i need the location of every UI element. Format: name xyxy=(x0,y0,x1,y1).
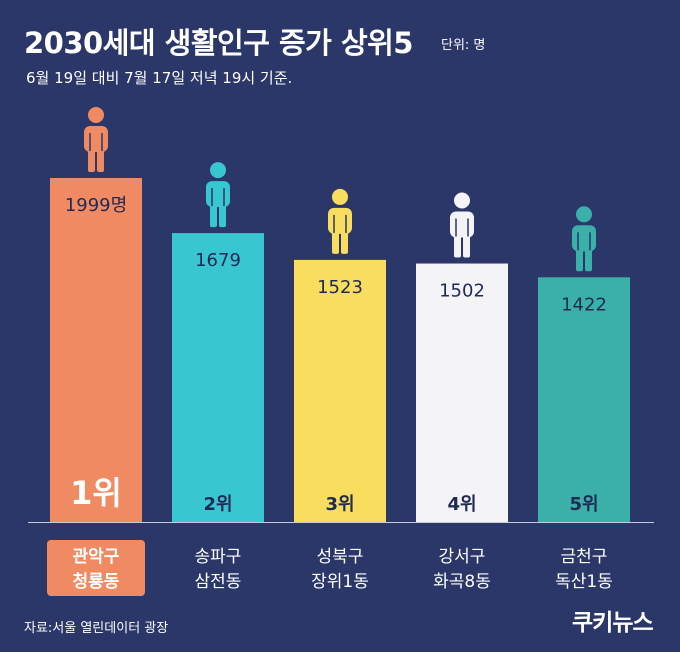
person-icon xyxy=(206,162,230,228)
category-label-4-1: 강서구 xyxy=(439,547,486,567)
person-icon xyxy=(328,188,352,254)
value-label-5: 1422 xyxy=(561,294,607,315)
category-label-5-2: 독산1동 xyxy=(555,572,613,592)
value-label-4: 1502 xyxy=(439,281,485,302)
chart-title: 2030세대 생활인구 증가 상위5 xyxy=(24,26,413,60)
category-label-2-1: 송파구 xyxy=(195,547,242,567)
unit-label: 단위: 명 xyxy=(441,38,486,53)
value-label-3: 1523 xyxy=(317,277,363,298)
category-label-1-2: 청룡동 xyxy=(73,571,120,592)
value-label-1: 1999명 xyxy=(65,195,127,216)
value-label-2: 1679 xyxy=(195,250,241,271)
category-label-3-1: 성북구 xyxy=(317,547,364,567)
category-label-5-1: 금천구 xyxy=(561,547,608,567)
rank-label-1: 1위 xyxy=(70,474,122,512)
bar-2 xyxy=(172,233,264,522)
bar-1 xyxy=(50,178,142,522)
rank-label-3: 3위 xyxy=(325,494,354,515)
chart-subtitle: 6월 19일 대비 7월 17일 저녁 19시 기준. xyxy=(26,69,293,87)
rank-label-5: 5위 xyxy=(569,494,598,515)
rank-label-2: 2위 xyxy=(203,494,232,515)
bar-4 xyxy=(416,263,508,522)
bar-5 xyxy=(538,277,630,522)
source-note: 자료:서울 열린데이터 광장 xyxy=(24,621,169,636)
person-icon xyxy=(84,107,108,172)
rank-label-4: 4위 xyxy=(447,494,476,515)
highlight-box xyxy=(47,540,145,596)
category-label-1-1: 관악구 xyxy=(73,547,120,567)
category-label-2-2: 삼전동 xyxy=(195,572,242,592)
publisher-logo: 쿠키뉴스 xyxy=(572,610,654,636)
person-icon xyxy=(572,206,596,272)
bar-3 xyxy=(294,259,386,522)
category-label-4-2: 화곡8동 xyxy=(433,572,491,592)
person-icon xyxy=(450,192,474,258)
category-label-3-2: 장위1동 xyxy=(311,572,369,592)
